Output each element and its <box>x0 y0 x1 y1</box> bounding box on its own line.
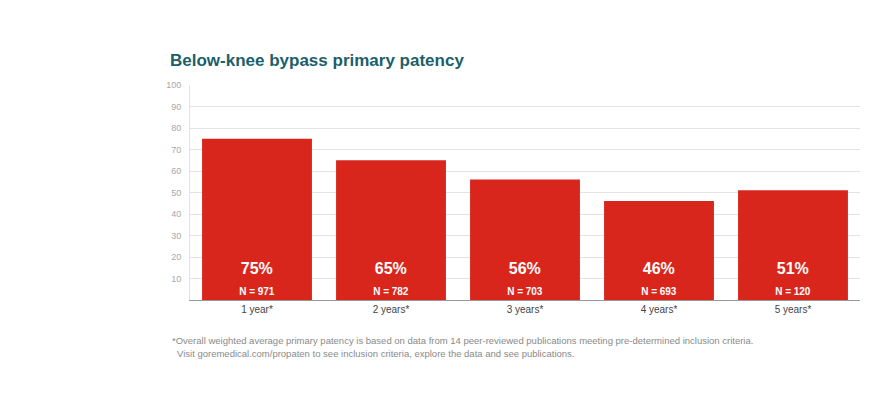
svg-text:100: 100 <box>166 80 181 90</box>
svg-text:30: 30 <box>171 231 181 241</box>
svg-text:40: 40 <box>171 209 181 219</box>
svg-text:65%N = 782: 65%N = 782 <box>373 260 409 297</box>
svg-text:1 year*: 1 year* <box>241 304 273 315</box>
svg-text:70: 70 <box>171 145 181 155</box>
svg-text:Below-knee bypass primary pate: Below-knee bypass primary patency <box>170 51 464 70</box>
svg-text:60: 60 <box>171 166 181 176</box>
svg-text:10: 10 <box>171 274 181 284</box>
svg-text:4 years*: 4 years* <box>641 304 678 315</box>
svg-text:56%N = 703: 56%N = 703 <box>507 260 543 297</box>
svg-text:2 years*: 2 years* <box>373 304 410 315</box>
svg-text:75%N = 971: 75%N = 971 <box>239 260 275 297</box>
svg-text:Visit goremedical.com/propaten: Visit goremedical.com/propaten to see in… <box>177 348 574 359</box>
svg-text:90: 90 <box>171 102 181 112</box>
svg-text:20: 20 <box>171 252 181 262</box>
svg-text:3 years*: 3 years* <box>507 304 544 315</box>
svg-text:*Overall weighted average prim: *Overall weighted average primary patenc… <box>172 335 753 346</box>
svg-text:46%N = 693: 46%N = 693 <box>641 260 677 297</box>
svg-text:80: 80 <box>171 123 181 133</box>
svg-text:5 years*: 5 years* <box>775 304 812 315</box>
svg-text:50: 50 <box>171 188 181 198</box>
svg-text:51%N = 120: 51%N = 120 <box>775 260 811 297</box>
